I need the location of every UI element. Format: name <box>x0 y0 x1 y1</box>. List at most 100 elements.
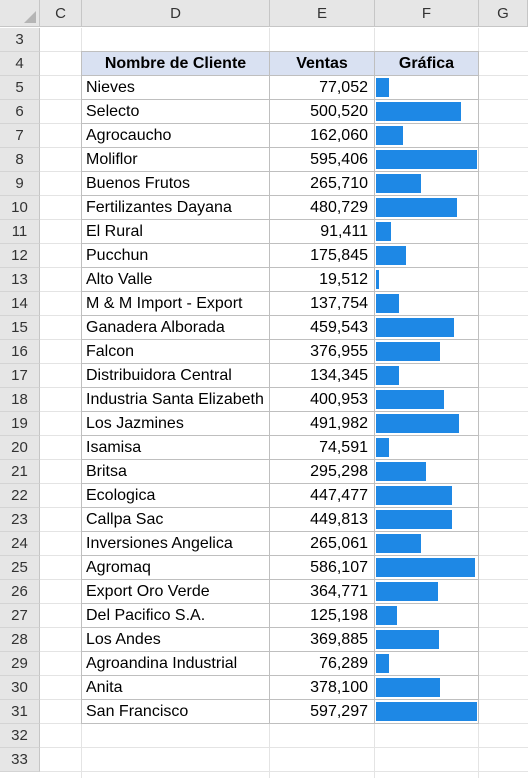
client-name-cell[interactable]: Ecologica <box>82 484 270 508</box>
chart-cell[interactable] <box>375 700 479 724</box>
chart-cell[interactable] <box>375 556 479 580</box>
row-header-8[interactable]: 8 <box>0 148 40 172</box>
sales-value-cell[interactable]: 449,813 <box>270 508 375 532</box>
row-header-33[interactable]: 33 <box>0 748 40 772</box>
row-header-17[interactable]: 17 <box>0 364 40 388</box>
chart-cell[interactable] <box>375 316 479 340</box>
row-header-6[interactable]: 6 <box>0 100 40 124</box>
sales-value-cell[interactable]: 19,512 <box>270 268 375 292</box>
chart-cell[interactable] <box>375 412 479 436</box>
client-name-cell[interactable]: Distribuidora Central <box>82 364 270 388</box>
sales-value-cell[interactable]: 77,052 <box>270 76 375 100</box>
client-name-cell[interactable]: M & M Import - Export <box>82 292 270 316</box>
chart-cell[interactable] <box>375 196 479 220</box>
sales-value-cell[interactable]: 597,297 <box>270 700 375 724</box>
header-grafica[interactable]: Gráfica <box>375 52 479 76</box>
chart-cell[interactable] <box>375 292 479 316</box>
sales-value-cell[interactable]: 400,953 <box>270 388 375 412</box>
sales-value-cell[interactable]: 162,060 <box>270 124 375 148</box>
chart-cell[interactable] <box>375 76 479 100</box>
chart-cell[interactable] <box>375 484 479 508</box>
column-header-c[interactable]: C <box>40 0 82 27</box>
row-header-20[interactable]: 20 <box>0 436 40 460</box>
sales-value-cell[interactable]: 265,710 <box>270 172 375 196</box>
row-header-4[interactable]: 4 <box>0 52 40 76</box>
chart-cell[interactable] <box>375 676 479 700</box>
client-name-cell[interactable]: Isamisa <box>82 436 270 460</box>
client-name-cell[interactable]: Agromaq <box>82 556 270 580</box>
row-header-29[interactable]: 29 <box>0 652 40 676</box>
row-header-9[interactable]: 9 <box>0 172 40 196</box>
client-name-cell[interactable]: Pucchun <box>82 244 270 268</box>
row-header-18[interactable]: 18 <box>0 388 40 412</box>
client-name-cell[interactable]: Ganadera Alborada <box>82 316 270 340</box>
row-header-13[interactable]: 13 <box>0 268 40 292</box>
client-name-cell[interactable]: Export Oro Verde <box>82 580 270 604</box>
client-name-cell[interactable]: Moliflor <box>82 148 270 172</box>
column-header-d[interactable]: D <box>82 0 270 27</box>
chart-cell[interactable] <box>375 124 479 148</box>
chart-cell[interactable] <box>375 388 479 412</box>
sales-value-cell[interactable]: 175,845 <box>270 244 375 268</box>
client-name-cell[interactable]: Los Jazmines <box>82 412 270 436</box>
client-name-cell[interactable]: Los Andes <box>82 628 270 652</box>
sales-value-cell[interactable]: 491,982 <box>270 412 375 436</box>
sales-value-cell[interactable]: 500,520 <box>270 100 375 124</box>
client-name-cell[interactable]: Industria Santa Elizabeth <box>82 388 270 412</box>
column-header-f[interactable]: F <box>375 0 479 27</box>
row-header-15[interactable]: 15 <box>0 316 40 340</box>
client-name-cell[interactable]: Anita <box>82 676 270 700</box>
chart-cell[interactable] <box>375 100 479 124</box>
sales-value-cell[interactable]: 459,543 <box>270 316 375 340</box>
sales-value-cell[interactable]: 369,885 <box>270 628 375 652</box>
client-name-cell[interactable]: Callpa Sac <box>82 508 270 532</box>
client-name-cell[interactable]: Selecto <box>82 100 270 124</box>
row-header-14[interactable]: 14 <box>0 292 40 316</box>
row-header-3[interactable]: 3 <box>0 28 40 52</box>
sales-value-cell[interactable]: 265,061 <box>270 532 375 556</box>
client-name-cell[interactable]: El Rural <box>82 220 270 244</box>
sales-value-cell[interactable]: 586,107 <box>270 556 375 580</box>
sales-value-cell[interactable]: 595,406 <box>270 148 375 172</box>
sales-value-cell[interactable]: 480,729 <box>270 196 375 220</box>
row-header-16[interactable]: 16 <box>0 340 40 364</box>
row-header-22[interactable]: 22 <box>0 484 40 508</box>
select-all-corner[interactable] <box>0 0 40 27</box>
chart-cell[interactable] <box>375 268 479 292</box>
chart-cell[interactable] <box>375 508 479 532</box>
chart-cell[interactable] <box>375 532 479 556</box>
sales-value-cell[interactable]: 76,289 <box>270 652 375 676</box>
row-header-32[interactable]: 32 <box>0 724 40 748</box>
client-name-cell[interactable]: Agroandina Industrial <box>82 652 270 676</box>
sales-value-cell[interactable]: 295,298 <box>270 460 375 484</box>
column-header-g[interactable]: G <box>479 0 528 27</box>
sales-value-cell[interactable]: 376,955 <box>270 340 375 364</box>
chart-cell[interactable] <box>375 220 479 244</box>
row-header-28[interactable]: 28 <box>0 628 40 652</box>
chart-cell[interactable] <box>375 148 479 172</box>
sales-value-cell[interactable]: 364,771 <box>270 580 375 604</box>
chart-cell[interactable] <box>375 628 479 652</box>
row-header-23[interactable]: 23 <box>0 508 40 532</box>
chart-cell[interactable] <box>375 340 479 364</box>
row-header-7[interactable]: 7 <box>0 124 40 148</box>
chart-cell[interactable] <box>375 652 479 676</box>
client-name-cell[interactable]: Agrocaucho <box>82 124 270 148</box>
client-name-cell[interactable]: Buenos Frutos <box>82 172 270 196</box>
client-name-cell[interactable]: Inversiones Angelica <box>82 532 270 556</box>
chart-cell[interactable] <box>375 460 479 484</box>
row-header-5[interactable]: 5 <box>0 76 40 100</box>
sales-value-cell[interactable]: 125,198 <box>270 604 375 628</box>
chart-cell[interactable] <box>375 604 479 628</box>
client-name-cell[interactable]: Britsa <box>82 460 270 484</box>
sales-value-cell[interactable]: 378,100 <box>270 676 375 700</box>
header-nombre-cliente[interactable]: Nombre de Cliente <box>82 52 270 76</box>
sales-value-cell[interactable]: 134,345 <box>270 364 375 388</box>
sales-value-cell[interactable]: 91,411 <box>270 220 375 244</box>
chart-cell[interactable] <box>375 580 479 604</box>
row-header-27[interactable]: 27 <box>0 604 40 628</box>
row-header-24[interactable]: 24 <box>0 532 40 556</box>
client-name-cell[interactable]: Nieves <box>82 76 270 100</box>
chart-cell[interactable] <box>375 244 479 268</box>
client-name-cell[interactable]: Falcon <box>82 340 270 364</box>
